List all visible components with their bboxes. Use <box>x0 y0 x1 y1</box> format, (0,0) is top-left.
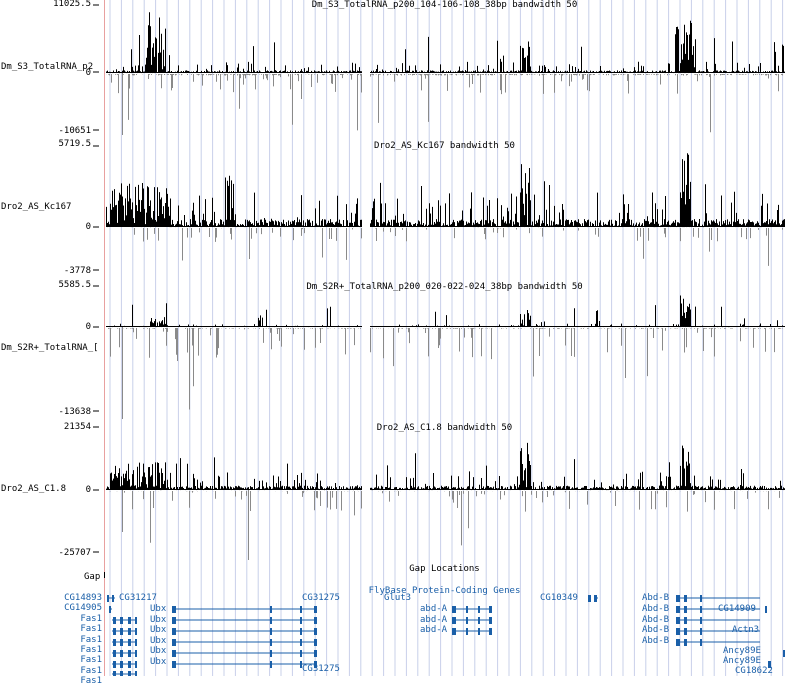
gene-abd-A[interactable] <box>452 617 492 624</box>
gene-CG10349[interactable] <box>588 595 598 602</box>
gene-label[interactable]: Ubx <box>150 646 167 656</box>
gene-label[interactable]: Ubx <box>150 625 167 635</box>
gene-Fas1[interactable] <box>112 661 137 668</box>
track2-min-label: -3778 <box>63 266 91 276</box>
gene-Ubx[interactable] <box>172 628 317 635</box>
gene-label[interactable]: CG31275 <box>302 664 340 674</box>
gene-Fas1[interactable] <box>112 628 137 635</box>
track4-side-label[interactable]: Dro2_AS_C1.8 <box>1 484 67 494</box>
track4-title: Dro2_AS_C1.8 bandwidth 50 <box>376 423 513 433</box>
track2-side-label[interactable]: Dro2_AS_Kc167 <box>1 202 72 212</box>
gene-Fas1[interactable] <box>112 671 137 676</box>
gene-label[interactable]: Abd-B <box>642 593 670 603</box>
gene-label[interactable]: CG14909 <box>718 604 756 614</box>
gene-label[interactable]: CG31275 <box>302 593 340 603</box>
gene-label[interactable]: Ubx <box>150 636 167 646</box>
gene-abd-A[interactable] <box>452 606 492 613</box>
gene-side-label[interactable]: Fas1 <box>80 655 102 666</box>
gene-Ubx[interactable] <box>172 661 317 668</box>
gene-Abd-B[interactable] <box>676 595 760 602</box>
gene-Ancy89E[interactable] <box>768 661 771 668</box>
signal-track-4[interactable] <box>106 442 785 546</box>
gene-label[interactable]: Abd-B <box>642 625 670 635</box>
gene-label[interactable]: Glut3 <box>384 593 412 603</box>
track3-min-label: -13638 <box>58 407 91 417</box>
gene-side-label[interactable]: CG14905 <box>64 603 102 614</box>
track1-title: Dm_S3_TotalRNA_p200_104-106-108_38bp ban… <box>311 0 578 10</box>
track2-max-label: 5719.5 <box>58 139 91 149</box>
gene-abd-A[interactable] <box>452 628 492 635</box>
gene-side-label[interactable]: Fas1 <box>80 676 102 686</box>
gene-side-label[interactable]: Fas1 <box>80 613 102 624</box>
gene-Fas1[interactable] <box>112 639 137 646</box>
gene-side-label[interactable]: Fas1 <box>80 624 102 635</box>
gene-label[interactable]: Abd-B <box>642 615 670 625</box>
track4-max-label: 21354 <box>63 422 91 432</box>
gene-Fas1[interactable] <box>112 650 137 657</box>
gap-track-title: Gap Locations <box>409 564 480 574</box>
gene-side-label[interactable]: Fas1 <box>80 634 102 645</box>
gene-Abd-B[interactable] <box>676 639 760 646</box>
gene-Abd-B[interactable] <box>676 617 760 624</box>
gene-Ubx[interactable] <box>172 606 317 613</box>
gene-label[interactable]: Actn3 <box>732 625 760 635</box>
signal-track-3[interactable] <box>106 295 785 410</box>
track1-zero-label: 0 <box>85 68 91 78</box>
track1-max-label: 11025.5 <box>53 0 91 9</box>
track4-min-label: -25707 <box>58 548 91 558</box>
gene-label[interactable]: abd-A <box>420 615 448 625</box>
gene-label[interactable]: Ubx <box>150 657 167 667</box>
track3-max-label: 5585.5 <box>58 280 91 290</box>
track2-zero-label: 0 <box>85 222 91 232</box>
gene-label[interactable]: Abd-B <box>642 636 670 646</box>
gene-label[interactable]: Abd-B <box>642 604 670 614</box>
gene-Fas1[interactable] <box>112 617 137 624</box>
gene-Ubx[interactable] <box>172 650 317 657</box>
signal-track-2[interactable] <box>106 153 785 266</box>
gene-CG14909[interactable] <box>765 606 767 613</box>
gene-Abd-B[interactable] <box>676 628 760 635</box>
gene-Ubx[interactable] <box>172 617 317 624</box>
gap-mark <box>104 572 105 578</box>
gene-label[interactable]: CG10349 <box>540 593 578 603</box>
gap-side-label[interactable]: Gap <box>84 572 101 582</box>
gene-label[interactable]: CG31217 <box>119 593 157 603</box>
track3-title: Dm_S2R+_TotalRNA_p200_020-022-024_38bp b… <box>306 282 583 292</box>
gene-CG14893[interactable] <box>107 595 115 602</box>
track1-side-label[interactable]: Dm_S3_TotalRNA_p2 <box>1 62 94 72</box>
track1-min-label: -10651 <box>58 126 91 136</box>
track3-side-label[interactable]: Dm_S2R+_TotalRNA_[ <box>1 343 99 353</box>
gene-label[interactable]: abd-A <box>420 604 448 614</box>
gene-CG14905[interactable] <box>109 606 112 613</box>
gene-label[interactable]: Ancy89E <box>723 646 761 656</box>
track2-title: Dro2_AS_Kc167 bandwidth 50 <box>374 141 515 151</box>
gene-CG18622[interactable] <box>783 650 785 657</box>
gene-side-label[interactable]: Fas1 <box>80 645 102 655</box>
gene-label[interactable]: Ancy89E <box>723 656 761 666</box>
track4-zero-label: 0 <box>85 485 91 495</box>
gene-Abd-B[interactable] <box>676 606 760 613</box>
gene-label[interactable]: Ubx <box>150 604 167 614</box>
gene-side-label[interactable]: CG14893 <box>64 593 102 603</box>
track3-zero-label: 0 <box>85 322 91 332</box>
gene-track-title: FlyBase Protein-Coding Genes <box>368 586 521 596</box>
gene-label[interactable]: CG18622 <box>735 666 773 676</box>
signal-track-1[interactable] <box>106 12 785 133</box>
gene-Ubx[interactable] <box>172 639 317 646</box>
gene-side-label[interactable]: Fas1 <box>80 665 102 676</box>
gene-label[interactable]: abd-A <box>420 625 448 635</box>
gene-label[interactable]: Ubx <box>150 615 167 625</box>
